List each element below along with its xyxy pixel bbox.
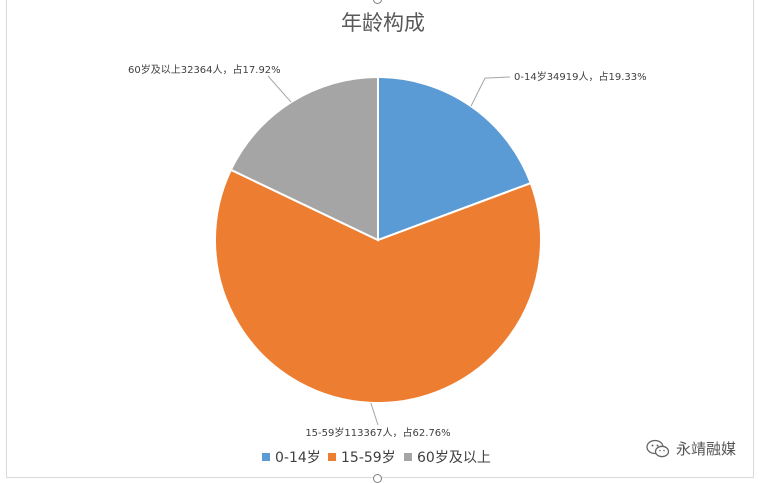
watermark-text: 永靖融媒 (675, 440, 736, 458)
watermark: 永靖融媒 (646, 438, 736, 459)
legend: 0-14岁 15-59岁 60岁及以上 (262, 450, 491, 466)
legend-swatch (262, 453, 270, 461)
slice-60-plus (229, 75, 379, 242)
data-label-15-59: 15-59岁113367人，占62.76% (305, 426, 450, 439)
legend-label: 15-59岁 (341, 450, 396, 466)
leader-lines (267, 75, 511, 426)
legend-label: 60岁及以上 (417, 450, 491, 466)
data-labels: 0-14岁34919人，占19.33% 15-59岁113367人，占62.76%… (128, 63, 647, 439)
data-label-0-14: 0-14岁34919人，占19.33% (514, 70, 647, 83)
slice-15-59 (213, 168, 542, 404)
data-label-60-plus: 60岁及以上32364人，占17.92% (128, 63, 281, 76)
legend-swatch (328, 453, 336, 461)
leader-line-0-14 (470, 76, 511, 107)
legend-item-15-59: 15-59岁 (328, 450, 396, 466)
legend-item-60-plus: 60岁及以上 (404, 450, 491, 466)
legend-label: 0-14岁 (275, 450, 321, 466)
leader-line-15-59 (370, 402, 379, 426)
leader-line-60-plus (267, 75, 292, 103)
chart-title: 年龄构成 (341, 11, 425, 35)
pie-slices (213, 75, 542, 404)
slice-0-14 (377, 75, 533, 242)
legend-swatch (404, 453, 412, 461)
wechat-icon (646, 439, 670, 457)
legend-item-0-14: 0-14岁 (262, 450, 321, 466)
